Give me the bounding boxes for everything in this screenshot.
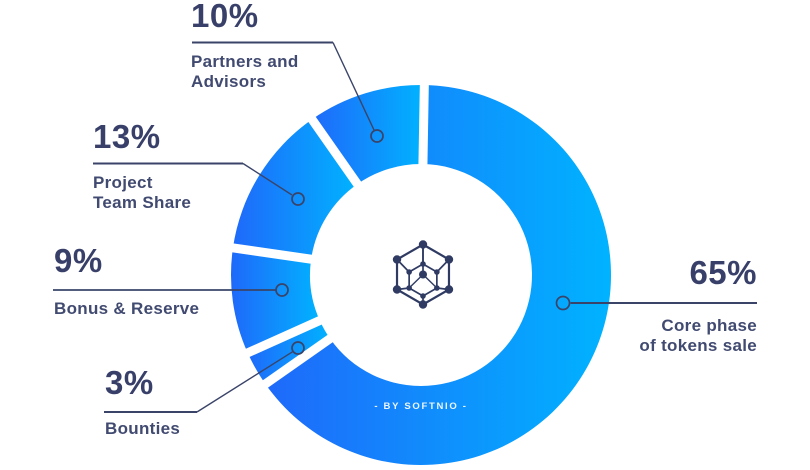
slice-separator xyxy=(418,80,429,169)
connector-line xyxy=(242,162,293,196)
slice-separator xyxy=(242,314,326,359)
label-project-team-share: 13% Project Team Share xyxy=(93,120,191,212)
connector-line xyxy=(332,42,375,131)
project-percent: 13% xyxy=(93,118,161,155)
slice-marker-circle xyxy=(275,283,289,297)
partners-caption: Partners and Advisors xyxy=(191,52,299,91)
bounties-percent: 3% xyxy=(105,364,154,401)
caption-line: Advisors xyxy=(191,71,267,91)
bonus-percent: 9% xyxy=(54,242,103,279)
caption-line: Project xyxy=(93,173,153,192)
bonus-caption: Bonus & Reserve xyxy=(54,299,199,319)
bounties-caption: Bounties xyxy=(105,419,180,439)
donut-slice-3[interactable] xyxy=(232,119,358,260)
caption-line: Bonus & Reserve xyxy=(54,299,200,318)
label-bonus-reserve: 9% Bonus & Reserve xyxy=(54,244,199,319)
core-caption: Core phase of tokens sale xyxy=(605,316,757,355)
donut-slice-0[interactable] xyxy=(265,85,611,466)
caption-line: Partners and xyxy=(191,52,299,71)
center-logo-icon xyxy=(392,240,454,309)
partners-percent: 10% xyxy=(191,0,259,34)
caption-line: Core phase xyxy=(661,316,757,335)
slice-marker-circle xyxy=(555,295,571,311)
label-bounties: 3% Bounties xyxy=(105,366,180,439)
slice-marker-circle xyxy=(370,129,384,143)
slice-separator xyxy=(228,242,316,265)
slice-separator xyxy=(259,332,336,390)
slice-separator xyxy=(306,113,364,190)
project-caption: Project Team Share xyxy=(93,173,191,212)
connector-line xyxy=(196,351,293,413)
label-connectors xyxy=(53,41,757,413)
caption-line: Bounties xyxy=(105,419,181,438)
slice-separators xyxy=(228,80,429,390)
slice-marker-circle xyxy=(291,192,305,206)
donut-slice-1[interactable] xyxy=(247,320,331,384)
label-core-phase: 65% Core phase of tokens sale xyxy=(605,256,757,355)
caption-line: of tokens sale xyxy=(639,335,757,355)
credit-text: - BY SOFTNIO - xyxy=(374,401,468,412)
slice-marker-circle xyxy=(291,341,305,355)
caption-line: Team Share xyxy=(93,192,192,212)
donut-slices xyxy=(230,85,611,466)
core-percent: 65% xyxy=(689,254,757,291)
label-partners-advisors: 10% Partners and Advisors xyxy=(191,0,299,91)
